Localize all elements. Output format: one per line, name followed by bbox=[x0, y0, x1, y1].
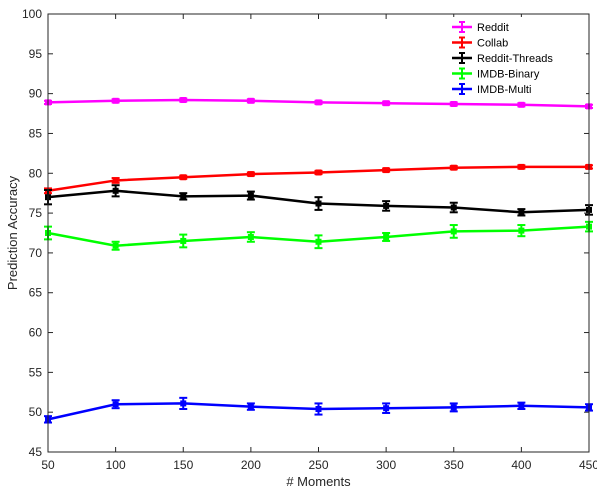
legend-item: IMDB-Multi bbox=[452, 83, 531, 96]
legend-swatch bbox=[452, 52, 472, 64]
data-point bbox=[315, 405, 322, 412]
data-point bbox=[180, 237, 187, 244]
x-tick-label: 350 bbox=[444, 458, 464, 472]
data-point bbox=[315, 200, 322, 207]
legend-label: Collab bbox=[477, 38, 508, 50]
legend-label: IMDB-Multi bbox=[477, 84, 531, 96]
y-axis-label: Prediction Accuracy bbox=[5, 175, 20, 290]
y-tick-label: 75 bbox=[29, 206, 43, 220]
data-point bbox=[383, 405, 390, 412]
series-3 bbox=[44, 184, 593, 217]
y-tick-label: 60 bbox=[29, 326, 43, 340]
x-axis-label: # Moments bbox=[286, 474, 351, 489]
y-tick-label: 80 bbox=[29, 166, 43, 180]
data-point bbox=[112, 97, 119, 104]
data-point bbox=[518, 163, 525, 170]
y-tick-label: 100 bbox=[22, 7, 42, 21]
y-tick-label: 90 bbox=[29, 87, 43, 101]
data-point bbox=[315, 238, 322, 245]
data-point bbox=[112, 187, 119, 194]
x-tick-label: 200 bbox=[241, 458, 261, 472]
x-tick-label: 250 bbox=[308, 458, 328, 472]
y-tick-label: 85 bbox=[29, 126, 43, 140]
series-5 bbox=[44, 396, 593, 424]
data-point bbox=[315, 169, 322, 176]
axes-layer: 50 100 150 200 250 300 350 400 45045505560657075… bbox=[22, 7, 597, 472]
y-tick-label: 50 bbox=[29, 405, 43, 419]
data-point bbox=[315, 99, 322, 106]
data-point bbox=[247, 192, 254, 199]
data-point bbox=[383, 167, 390, 174]
y-tick-label: 95 bbox=[29, 47, 43, 61]
legend-swatch bbox=[452, 36, 472, 49]
x-tick-label: 400 bbox=[511, 458, 531, 472]
data-point bbox=[247, 233, 254, 240]
data-point bbox=[180, 97, 187, 104]
legend-swatch bbox=[452, 21, 472, 33]
legend-label: IMDB-Binary bbox=[477, 69, 540, 81]
data-point bbox=[383, 202, 390, 209]
y-tick-label: 55 bbox=[29, 365, 43, 379]
x-tick-label: 150 bbox=[173, 458, 193, 472]
data-point bbox=[180, 400, 187, 407]
x-tick-label: 300 bbox=[376, 458, 396, 472]
legend-label: Reddit bbox=[477, 22, 509, 34]
data-point bbox=[450, 204, 457, 211]
legend-label: Reddit-Threads bbox=[477, 53, 553, 65]
legend: Reddit Collab Reddit-Threads IMDB-Binary IMD… bbox=[448, 17, 586, 101]
data-point bbox=[383, 100, 390, 107]
data-point bbox=[518, 209, 525, 216]
data-point bbox=[518, 227, 525, 234]
data-point bbox=[450, 228, 457, 235]
data-point bbox=[450, 100, 457, 107]
data-point bbox=[247, 97, 254, 104]
data-point bbox=[518, 402, 525, 409]
data-point bbox=[450, 164, 457, 171]
data-point bbox=[518, 101, 525, 108]
x-tick-label: 450 bbox=[579, 458, 597, 472]
x-tick-label: 50 bbox=[41, 458, 55, 472]
data-point bbox=[180, 174, 187, 181]
legend-item: Reddit bbox=[452, 21, 509, 34]
data-point bbox=[383, 233, 390, 240]
data-point bbox=[112, 177, 119, 184]
y-tick-label: 70 bbox=[29, 246, 43, 260]
legend-item: Collab bbox=[452, 36, 508, 50]
data-point bbox=[247, 171, 254, 178]
legend-swatch bbox=[452, 67, 472, 80]
data-point bbox=[112, 242, 119, 249]
legend-item: Reddit-Threads bbox=[452, 52, 553, 65]
legend-swatch bbox=[452, 83, 472, 95]
y-tick-label: 65 bbox=[29, 286, 43, 300]
data-point bbox=[450, 404, 457, 411]
data-point bbox=[247, 403, 254, 410]
data-point bbox=[180, 193, 187, 200]
legend-item: IMDB-Binary bbox=[452, 67, 540, 81]
x-tick-label: 100 bbox=[106, 458, 126, 472]
y-tick-label: 45 bbox=[29, 445, 43, 459]
data-point bbox=[112, 401, 119, 408]
